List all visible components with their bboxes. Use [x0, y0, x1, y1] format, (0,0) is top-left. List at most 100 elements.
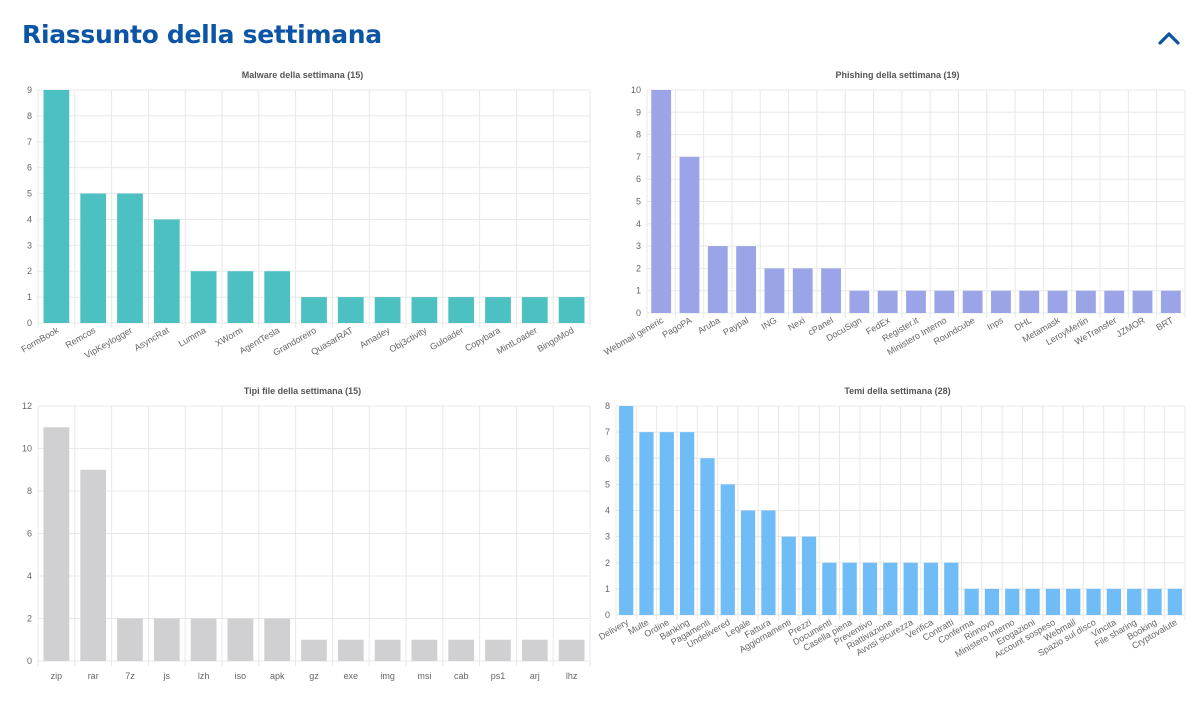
bar[interactable]	[448, 639, 475, 661]
bar[interactable]	[984, 588, 1000, 615]
bar[interactable]	[720, 484, 735, 615]
bar[interactable]	[906, 290, 926, 313]
bar[interactable]	[80, 193, 107, 323]
filetypes-chart: Tipi file della settimana (15) 0 2 4 6 8 10 12…	[10, 386, 595, 696]
bar[interactable]	[153, 618, 180, 662]
bar[interactable]	[651, 90, 672, 313]
bar[interactable]	[619, 406, 634, 615]
bar[interactable]	[1106, 588, 1121, 615]
bar[interactable]	[700, 458, 715, 615]
bar[interactable]	[190, 618, 217, 662]
bar[interactable]	[736, 246, 757, 313]
bar[interactable]	[337, 639, 364, 661]
x-tick-label: Inps	[985, 315, 1005, 332]
bar[interactable]	[842, 562, 857, 615]
themes-chart-svg: 012345678DeliveryMulteOrdineBankingPagam…	[597, 401, 1186, 660]
bar[interactable]	[264, 271, 291, 323]
bar[interactable]	[764, 268, 785, 313]
bar[interactable]	[639, 432, 654, 615]
bar[interactable]	[849, 290, 870, 313]
bar[interactable]	[374, 297, 401, 323]
bar[interactable]	[411, 639, 438, 661]
bar[interactable]	[964, 588, 979, 615]
bar[interactable]	[761, 510, 776, 616]
bar[interactable]	[117, 618, 143, 662]
bar[interactable]	[944, 562, 959, 615]
x-tick-label: rar	[88, 671, 99, 681]
bar[interactable]	[707, 246, 728, 313]
bar[interactable]	[883, 562, 898, 615]
bar[interactable]	[411, 297, 438, 323]
bar[interactable]	[1086, 588, 1101, 615]
bar[interactable]	[521, 297, 548, 323]
bar[interactable]	[822, 562, 837, 615]
bar[interactable]	[903, 562, 918, 615]
bar[interactable]	[1005, 588, 1020, 615]
bar[interactable]	[485, 297, 511, 323]
malware-chart: Malware della settimana (15) 0 1 2 3 4 5 6 7 8 9 F…	[10, 70, 595, 370]
bar[interactable]	[821, 268, 841, 313]
bar[interactable]	[43, 90, 70, 323]
bar[interactable]	[862, 562, 878, 615]
bar[interactable]	[1160, 290, 1181, 313]
bar[interactable]	[1132, 290, 1153, 313]
bar[interactable]	[374, 639, 401, 661]
bar[interactable]	[923, 562, 939, 615]
bar[interactable]	[1167, 588, 1182, 615]
y-tick-label: 9	[27, 85, 32, 95]
y-tick-label: 4	[636, 219, 641, 229]
bar[interactable]	[1025, 588, 1040, 615]
x-tick-label: Webmail generic	[602, 315, 665, 357]
y-tick-label: 0	[636, 308, 641, 318]
bar[interactable]	[227, 271, 254, 323]
bar[interactable]	[1019, 290, 1040, 313]
bar[interactable]	[80, 469, 107, 661]
bar[interactable]	[521, 639, 548, 661]
bar[interactable]	[117, 193, 143, 323]
x-tick-label: Obj3ctivity	[387, 325, 428, 355]
bar[interactable]	[43, 427, 70, 661]
bar[interactable]	[991, 290, 1011, 313]
bar[interactable]	[337, 297, 364, 323]
bar[interactable]	[1147, 588, 1162, 615]
bar[interactable]	[792, 268, 813, 313]
bar[interactable]	[190, 271, 217, 323]
bar[interactable]	[877, 290, 898, 313]
bar[interactable]	[659, 432, 674, 615]
bar[interactable]	[781, 536, 796, 615]
y-tick-label: 0	[605, 610, 610, 620]
collapse-button[interactable]	[1152, 22, 1186, 52]
bar[interactable]	[485, 639, 511, 661]
bar[interactable]	[558, 639, 585, 661]
bar[interactable]	[680, 432, 695, 615]
y-tick-label: 0	[27, 318, 32, 328]
bar[interactable]	[1045, 588, 1061, 615]
bar[interactable]	[740, 510, 756, 616]
x-tick-label: Aruba	[696, 315, 722, 336]
x-tick-label: QuasarRAT	[309, 325, 355, 357]
bar[interactable]	[558, 297, 585, 323]
bar[interactable]	[227, 618, 254, 662]
bar[interactable]	[264, 618, 291, 662]
bar[interactable]	[962, 290, 983, 313]
bar[interactable]	[679, 156, 700, 313]
bar[interactable]	[934, 290, 955, 313]
bar[interactable]	[1047, 290, 1068, 313]
bar[interactable]	[1127, 588, 1142, 615]
y-tick-label: 0	[27, 656, 32, 666]
bar[interactable]	[448, 297, 475, 323]
bar[interactable]	[1066, 588, 1081, 615]
chart-title: Tipi file della settimana (15)	[243, 386, 362, 396]
bar[interactable]	[301, 639, 327, 661]
y-tick-label: 5	[605, 479, 610, 489]
x-tick-label: exe	[344, 671, 359, 681]
bar[interactable]	[1104, 290, 1125, 313]
bar[interactable]	[153, 219, 180, 323]
bar[interactable]	[1075, 290, 1096, 313]
bar[interactable]	[801, 536, 817, 615]
y-tick-label: 2	[27, 266, 32, 276]
y-tick-label: 2	[27, 614, 32, 624]
x-tick-label: zip	[51, 671, 63, 681]
bar[interactable]	[301, 297, 327, 323]
